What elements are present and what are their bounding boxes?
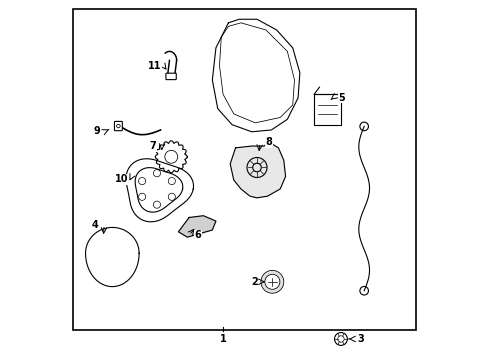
Bar xyxy=(313,94,340,125)
Circle shape xyxy=(264,274,279,289)
Text: 6: 6 xyxy=(194,230,201,240)
Text: 9: 9 xyxy=(94,126,101,136)
Text: 7: 7 xyxy=(149,141,156,151)
Text: 2: 2 xyxy=(250,277,257,287)
Text: 11: 11 xyxy=(147,61,161,71)
Text: 10: 10 xyxy=(114,174,128,184)
Text: 5: 5 xyxy=(338,93,345,103)
Text: 8: 8 xyxy=(265,138,272,148)
Polygon shape xyxy=(230,143,285,198)
Circle shape xyxy=(116,124,120,128)
Circle shape xyxy=(261,270,283,293)
Polygon shape xyxy=(178,216,216,237)
Text: 1: 1 xyxy=(219,334,226,344)
Text: 4: 4 xyxy=(92,220,99,230)
FancyBboxPatch shape xyxy=(114,121,122,131)
FancyBboxPatch shape xyxy=(165,73,176,80)
Text: 3: 3 xyxy=(357,334,363,344)
